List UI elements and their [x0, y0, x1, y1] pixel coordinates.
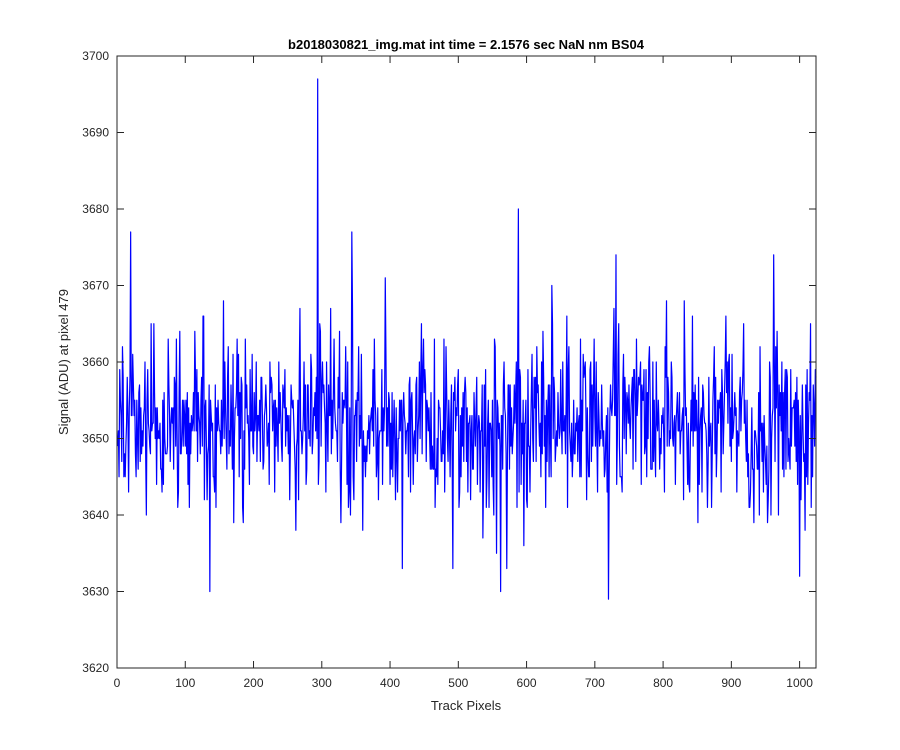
y-tick-label: 3690	[82, 126, 109, 140]
y-tick-label: 3680	[82, 202, 109, 216]
y-tick-label: 3700	[82, 49, 109, 63]
x-tick-label: 0	[114, 676, 121, 690]
x-tick-label: 300	[312, 676, 332, 690]
signal-series-line	[117, 78, 817, 600]
x-tick-label: 900	[721, 676, 741, 690]
y-tick-label: 3670	[82, 279, 109, 293]
plot-area-background	[117, 56, 816, 668]
y-tick-label: 3650	[82, 432, 109, 446]
y-tick-label: 3660	[82, 355, 109, 369]
y-tick-label: 3630	[82, 585, 109, 599]
x-tick-label: 500	[448, 676, 468, 690]
x-tick-label: 700	[585, 676, 605, 690]
x-tick-label: 100	[175, 676, 195, 690]
x-axis-ticks: 0 100 200 300 400 500 600 700 800 900 1000	[114, 56, 813, 690]
plot-area-box	[116, 55, 817, 669]
x-axis-title: Track Pixels	[431, 698, 502, 713]
y-axis-ticks: 3620 3630 3640 3650 3660 3670 3680 3690 3700	[82, 49, 816, 675]
chart-title: b2018030821_img.mat int time = 2.1576 se…	[288, 37, 645, 52]
y-axis-title: Signal (ADU) at pixel 479	[56, 289, 71, 435]
x-tick-label: 1000	[786, 676, 813, 690]
x-tick-label: 600	[517, 676, 537, 690]
y-tick-label: 3620	[82, 661, 109, 675]
x-tick-label: 200	[244, 676, 264, 690]
x-tick-label: 400	[380, 676, 400, 690]
y-tick-label: 3640	[82, 508, 109, 522]
x-tick-label: 800	[653, 676, 673, 690]
